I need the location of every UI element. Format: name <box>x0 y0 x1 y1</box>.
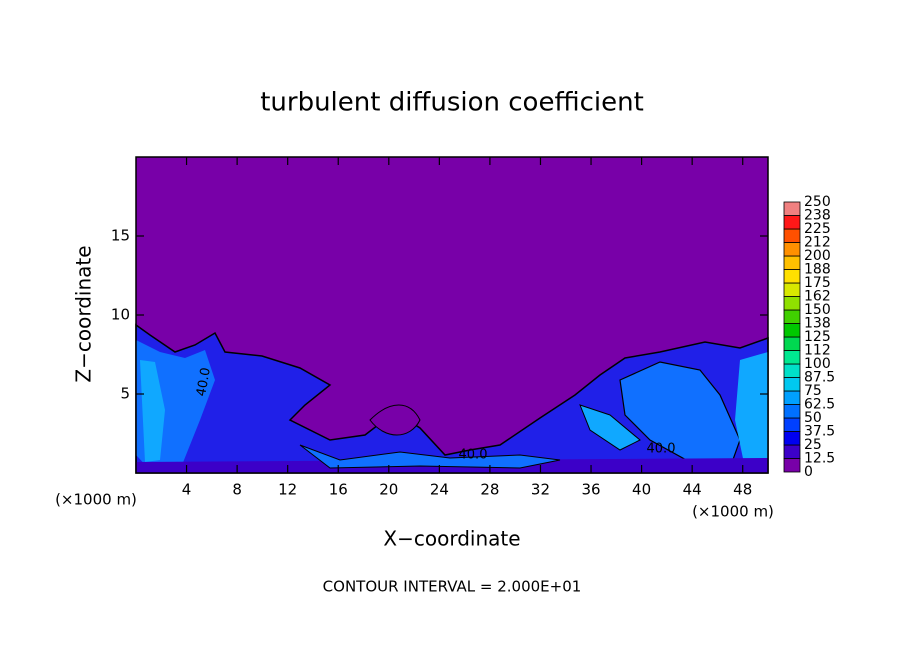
colorbar-label: 112 <box>804 343 831 359</box>
x-tick-label: 20 <box>379 481 398 499</box>
colorbar-label: 125 <box>804 329 831 345</box>
colorbar-swatch <box>783 296 801 311</box>
y-tick-label: 5 <box>120 385 130 403</box>
chart-title: turbulent diffusion coefficient <box>260 88 644 118</box>
x-axis-label: X−coordinate <box>383 527 520 551</box>
y-tick-label: 10 <box>111 306 130 324</box>
colorbar-swatch <box>783 282 801 297</box>
colorbar-swatch <box>783 255 801 270</box>
x-unit-right: (×1000 m) <box>692 503 774 521</box>
colorbar-swatch <box>783 431 801 446</box>
field-region <box>735 352 768 470</box>
colorbar-swatch <box>783 269 801 284</box>
colorbar-swatch <box>783 377 801 392</box>
colorbar-label: 12.5 <box>804 451 835 467</box>
field-region <box>140 360 165 462</box>
colorbar-label: 175 <box>804 275 831 291</box>
colorbar-label: 0 <box>804 464 813 480</box>
colorbar-label: 250 <box>804 194 831 210</box>
field-region <box>299 444 561 469</box>
colorbar-label: 62.5 <box>804 397 835 413</box>
x-tick-label: 8 <box>232 481 242 499</box>
contour-label: 40.0 <box>194 366 214 397</box>
colorbar-label: 188 <box>804 262 831 278</box>
x-tick-label: 28 <box>480 481 499 499</box>
colorbar-swatch <box>783 404 801 419</box>
y-axis-label: Z−coordinate <box>72 245 96 382</box>
colorbar-label: 212 <box>804 235 831 251</box>
x-unit-left: (×1000 m) <box>55 491 137 509</box>
field-region <box>619 361 741 469</box>
colorbar-swatch <box>783 215 801 230</box>
colorbar-swatch <box>783 336 801 351</box>
contour-label: 40.0 <box>459 448 488 463</box>
colorbar-label: 150 <box>804 302 831 318</box>
colorbar-swatch <box>783 390 801 405</box>
colorbar-label: 75 <box>804 383 822 399</box>
colorbar-swatch <box>783 458 801 473</box>
x-tick-label: 12 <box>278 481 297 499</box>
x-tick-label: 40 <box>632 481 651 499</box>
colorbar-swatch <box>783 350 801 365</box>
x-tick-label: 44 <box>683 481 702 499</box>
colorbar-swatch <box>783 228 801 243</box>
field-region <box>579 404 641 451</box>
x-tick-label: 24 <box>430 481 449 499</box>
colorbar-label: 50 <box>804 410 822 426</box>
colorbar-swatch <box>783 242 801 257</box>
colorbar-label: 225 <box>804 221 831 237</box>
x-tick-label: 4 <box>182 481 192 499</box>
colorbar-swatch <box>783 444 801 459</box>
y-tick-label: 15 <box>111 227 130 245</box>
colorbar-label: 25 <box>804 437 822 453</box>
colorbar-label: 87.5 <box>804 370 835 386</box>
x-tick-label: 36 <box>581 481 600 499</box>
colorbar-swatch <box>783 309 801 324</box>
colorbar-swatch <box>783 201 801 216</box>
colorbar-swatch <box>783 363 801 378</box>
colorbar-label: 37.5 <box>804 424 835 440</box>
colorbar-swatch <box>783 417 801 432</box>
x-tick-label: 16 <box>329 481 348 499</box>
contour-label: 40.0 <box>647 442 676 457</box>
colorbar-swatch <box>783 323 801 338</box>
field-region <box>369 404 421 436</box>
colorbar-label: 238 <box>804 208 831 224</box>
contour-field <box>135 157 769 474</box>
footer-note: CONTOUR INTERVAL = 2.000E+01 <box>323 578 582 596</box>
colorbar-label: 100 <box>804 356 831 372</box>
colorbar-label: 200 <box>804 248 831 264</box>
x-tick-label: 32 <box>531 481 550 499</box>
colorbar-label: 162 <box>804 289 831 305</box>
colorbar-label: 138 <box>804 316 831 332</box>
x-tick-label: 48 <box>733 481 752 499</box>
